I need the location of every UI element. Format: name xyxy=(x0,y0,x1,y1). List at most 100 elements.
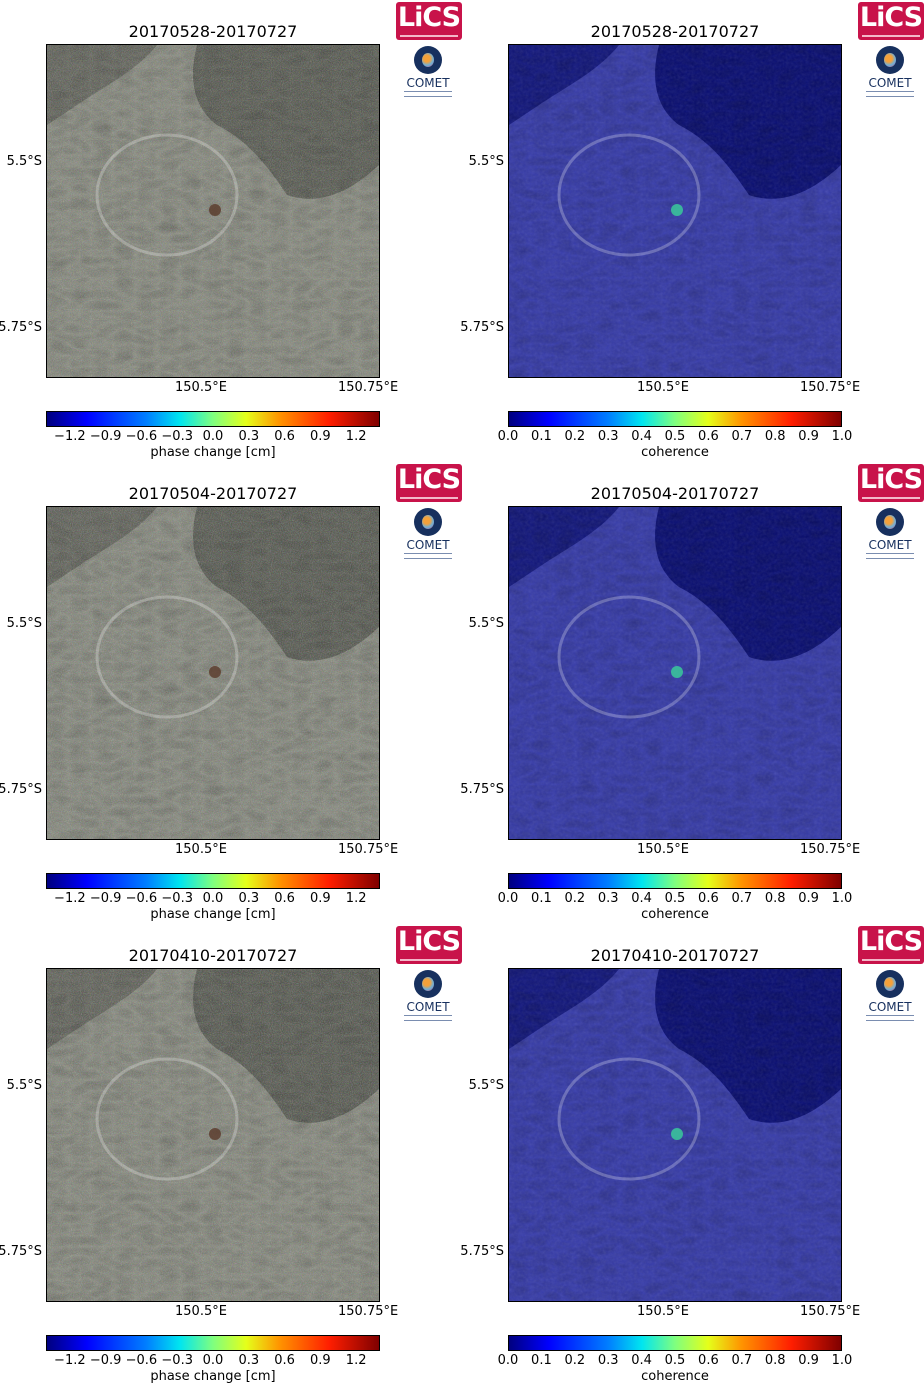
colorbar-ticks: 0.0 0.1 0.2 0.3 0.4 0.5 0.6 0.7 0.8 0.9 1.0 xyxy=(498,429,853,445)
comet-logo: COMET xyxy=(860,46,920,104)
comet-fine-print xyxy=(866,91,914,97)
colorbar-label: phase change [cm] xyxy=(150,1369,276,1384)
colorbar-tick-label: 1.0 xyxy=(831,429,853,444)
comet-logo-text: COMET xyxy=(868,76,912,90)
colorbar-tick-label: 1.2 xyxy=(345,891,367,906)
colorbar-tick-label: 0.6 xyxy=(274,891,295,906)
colorbar-ticks: 0.0 0.1 0.2 0.3 0.4 0.5 0.6 0.7 0.8 0.9 1.0 xyxy=(498,891,853,907)
colorbar-tick-label: 0.3 xyxy=(597,429,619,444)
lics-logo-text: LiCS xyxy=(397,926,461,957)
colorbar-tick-label: 0.0 xyxy=(497,429,519,444)
latitude-tick-label: 5.75°S xyxy=(0,782,42,797)
latitude-tick-label: 5.75°S xyxy=(0,320,42,335)
comet-globe-icon xyxy=(414,46,442,74)
panel-title: 20170528-20170727 xyxy=(128,22,298,41)
colorbar-tick-label: −0.9 xyxy=(89,891,122,906)
colorbar-tick-label: 0.3 xyxy=(238,429,260,444)
colorbar-label: coherence xyxy=(641,1369,709,1384)
colorbar-tick-label: 0.3 xyxy=(597,891,619,906)
colorbar-tick-label: 0.6 xyxy=(274,429,295,444)
lics-logo-text: LiCS xyxy=(397,464,461,495)
phase-map-image xyxy=(47,45,379,377)
colorbar-tick-label: −0.3 xyxy=(161,429,193,444)
colorbar xyxy=(508,411,842,427)
lics-logo-text: LiCS xyxy=(397,2,461,33)
colorbar-tick-label: −0.6 xyxy=(125,891,158,906)
colorbar-tick-label: 0.6 xyxy=(698,1353,719,1368)
comet-fine-print xyxy=(404,553,452,559)
lics-logo-text: LiCS xyxy=(859,926,923,957)
colorbar-tick-label: 0.5 xyxy=(664,1353,686,1368)
colorbar-tick-label: 0.5 xyxy=(664,429,686,444)
comet-globe-icon xyxy=(414,508,442,536)
colorbar-label: coherence xyxy=(641,907,709,922)
latitude-tick-label: 5.5°S xyxy=(6,1078,42,1093)
colorbar-ticks: −1.2 −0.9 −0.6 −0.3 0.0 0.3 0.6 0.9 1.2 xyxy=(46,891,380,907)
phase-panel: 20170528-20170727 5.5°S 5.75°S 150.5°E 150.7… xyxy=(0,0,462,462)
colorbar-tick-label: 0.4 xyxy=(631,891,652,906)
lics-logo: LiCS xyxy=(396,2,462,40)
colorbar-tick-label: 0.4 xyxy=(631,429,652,444)
lics-logo: LiCS xyxy=(396,926,462,964)
colorbar-tick-label: 0.0 xyxy=(497,891,519,906)
latitude-tick-label: 5.75°S xyxy=(460,320,504,335)
colorbar-tick-label: 0.9 xyxy=(798,429,819,444)
lics-logo-strip xyxy=(400,497,458,499)
map-frame xyxy=(46,44,380,378)
latitude-tick-label: 5.5°S xyxy=(468,1078,504,1093)
phase-panel: 20170504-20170727 5.5°S 5.75°S 150.5°E 150.7… xyxy=(0,462,462,924)
colorbar-tick-label: 0.3 xyxy=(238,891,260,906)
latitude-tick-label: 5.5°S xyxy=(468,154,504,169)
comet-logo: COMET xyxy=(860,508,920,566)
phase-map-image xyxy=(47,507,379,839)
longitude-tick-label: 150.75°E xyxy=(800,1304,861,1319)
colorbar-tick-label: 1.2 xyxy=(345,429,367,444)
map-frame xyxy=(46,506,380,840)
coherence-panel: 20170528-20170727 5.5°S 5.75°S 150.5°E 150.7… xyxy=(460,0,924,462)
colorbar-tick-label: 0.2 xyxy=(564,429,586,444)
latitude-tick-label: 5.5°S xyxy=(6,616,42,631)
map-frame xyxy=(508,506,842,840)
latitude-tick-label: 5.75°S xyxy=(460,1244,504,1259)
colorbar-tick-label: 0.7 xyxy=(731,429,753,444)
colorbar-ticks: −1.2 −0.9 −0.6 −0.3 0.0 0.3 0.6 0.9 1.2 xyxy=(46,1353,380,1369)
panel-title: 20170410-20170727 xyxy=(128,946,298,965)
comet-logo: COMET xyxy=(860,970,920,1028)
comet-fine-print xyxy=(404,91,452,97)
colorbar-ticks: −1.2 −0.9 −0.6 −0.3 0.0 0.3 0.6 0.9 1.2 xyxy=(46,429,380,445)
colorbar xyxy=(508,873,842,889)
longitude-tick-label: 150.5°E xyxy=(637,842,689,857)
colorbar-tick-label: 0.9 xyxy=(798,1353,819,1368)
comet-logo-text: COMET xyxy=(868,1000,912,1014)
lics-logo: LiCS xyxy=(396,464,462,502)
colorbar-tick-label: 0.2 xyxy=(564,1353,586,1368)
colorbar-tick-label: 0.1 xyxy=(531,1353,552,1368)
colorbar-tick-label: 0.9 xyxy=(310,1353,331,1368)
colorbar-tick-label: 0.9 xyxy=(798,891,819,906)
colorbar-tick-label: 0.1 xyxy=(531,891,552,906)
coherence-map-image xyxy=(509,45,841,377)
phase-panel: 20170410-20170727 5.5°S 5.75°S 150.5°E 150.7… xyxy=(0,924,462,1386)
colorbar-tick-label: 0.5 xyxy=(664,891,686,906)
colorbar xyxy=(46,411,380,427)
lics-logo-strip xyxy=(400,35,458,37)
colorbar-tick-label: 0.4 xyxy=(631,1353,652,1368)
colorbar-tick-label: 0.0 xyxy=(202,891,224,906)
comet-fine-print xyxy=(404,1015,452,1021)
lics-logo-text: LiCS xyxy=(859,464,923,495)
coherence-map-image xyxy=(509,969,841,1301)
colorbar-tick-label: −0.6 xyxy=(125,1353,158,1368)
colorbar-tick-label: −0.9 xyxy=(89,429,122,444)
colorbar-tick-label: 0.0 xyxy=(497,1353,519,1368)
phase-map-image xyxy=(47,969,379,1301)
colorbar-tick-label: −0.9 xyxy=(89,1353,122,1368)
lics-logo-strip xyxy=(400,959,458,961)
lics-logo-strip xyxy=(862,35,920,37)
panel-title: 20170504-20170727 xyxy=(128,484,298,503)
colorbar-tick-label: 0.3 xyxy=(238,1353,260,1368)
comet-fine-print xyxy=(866,1015,914,1021)
colorbar-tick-label: 0.9 xyxy=(310,429,331,444)
latitude-tick-label: 5.75°S xyxy=(460,782,504,797)
comet-logo-text: COMET xyxy=(406,1000,450,1014)
latitude-tick-label: 5.5°S xyxy=(6,154,42,169)
